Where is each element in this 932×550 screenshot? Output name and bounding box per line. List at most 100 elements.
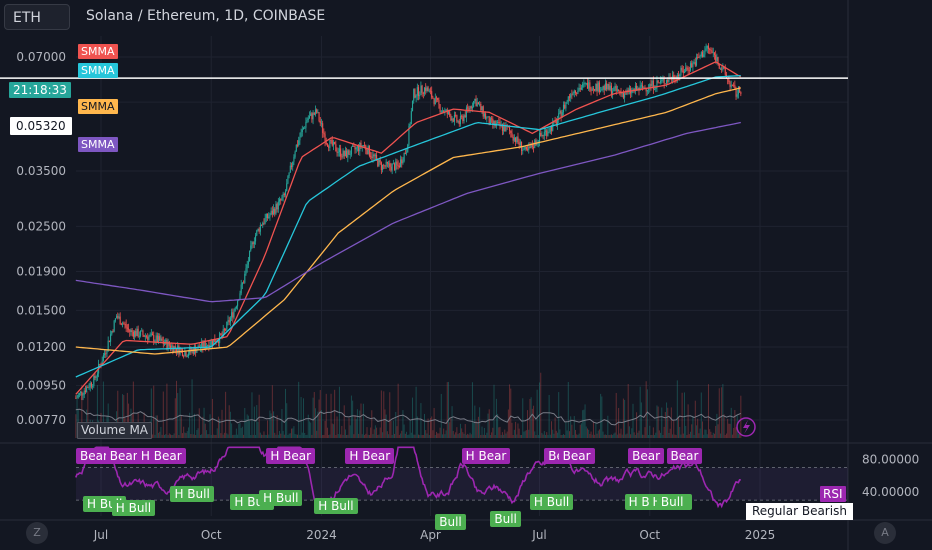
candle-body (395, 161, 397, 171)
candle-body (479, 103, 481, 105)
candle-body (613, 87, 615, 92)
candle-body (687, 67, 689, 71)
volume-bar (334, 389, 336, 438)
candle-body (232, 312, 234, 318)
volume-bar (412, 397, 414, 438)
volume-bar (545, 434, 547, 438)
volume-bar (199, 434, 201, 438)
candle-body (598, 82, 600, 92)
candle-body (203, 342, 205, 349)
candle-body (237, 300, 239, 307)
volume-bar (329, 434, 331, 438)
candle-body (704, 50, 706, 55)
candle-body (414, 89, 416, 98)
candle-body (377, 158, 379, 167)
price-tick-label: 0.00770 (16, 413, 66, 427)
auto-scale-button[interactable]: A (874, 522, 896, 544)
candle-body (165, 340, 167, 344)
candle-body (661, 79, 663, 81)
volume-bar (656, 405, 658, 438)
volume-bar (172, 435, 174, 438)
candle-body (736, 94, 738, 97)
candle-body (555, 121, 557, 126)
volume-bar (568, 431, 570, 438)
volume-bar (370, 427, 372, 438)
volume-bar (516, 434, 518, 438)
candle-body (100, 364, 102, 366)
volume-bar (681, 392, 683, 438)
volume-bar (258, 394, 260, 438)
candle-body (735, 88, 737, 97)
candle-body (487, 116, 489, 118)
candle-body (326, 144, 329, 147)
candle-body (353, 146, 355, 147)
candle-body (147, 336, 149, 340)
candle-body (476, 102, 478, 107)
volume-bar (337, 434, 339, 438)
volume-bar (311, 434, 313, 438)
candle-body (577, 90, 579, 94)
candle-body (130, 330, 132, 332)
volume-bar (359, 410, 361, 438)
candle-body (707, 45, 710, 50)
candle-body (692, 62, 694, 68)
volume-bar (335, 434, 337, 438)
rsi-signal-hbull: H Bull (170, 486, 214, 503)
symbol-search-box[interactable]: ETH (4, 4, 70, 30)
volume-bar (244, 408, 246, 438)
volume-bar (427, 418, 429, 438)
volume-bar (161, 434, 163, 438)
volume-bar (251, 392, 253, 438)
zoom-toggle-button[interactable]: Z (26, 522, 48, 544)
volume-bar (486, 432, 488, 438)
volume-bar (637, 432, 639, 438)
candle-body (719, 68, 722, 70)
candle-body (492, 118, 494, 124)
volume-bar (302, 398, 304, 438)
candle-body (184, 351, 186, 357)
candle-body (480, 103, 482, 110)
candle-body (259, 224, 261, 232)
candle-body (664, 83, 666, 85)
volume-bar (426, 433, 428, 438)
volume-bar (482, 434, 484, 438)
volume-bar (178, 434, 180, 438)
candle-body (192, 349, 194, 354)
volume-bar (320, 410, 322, 438)
volume-bar (456, 427, 458, 438)
candle-body (155, 335, 157, 342)
volume-bar (697, 418, 699, 438)
candle-body (568, 96, 571, 98)
candle-body (94, 375, 96, 378)
rsi-signal-hbear: H Bear (345, 448, 395, 464)
volume-bar (424, 413, 426, 438)
volume-bar (643, 434, 645, 438)
candle-body (488, 116, 490, 125)
volume-bar (226, 433, 228, 438)
time-tick-label: 2025 (745, 528, 776, 542)
volume-bar (564, 434, 566, 438)
candle-body (129, 329, 131, 332)
volume-bar (184, 432, 186, 438)
candle-body (445, 109, 447, 111)
price-tick-label: 0.02500 (16, 219, 66, 233)
volume-bar (614, 432, 616, 438)
candle-body (434, 97, 436, 105)
volume-bar (488, 409, 490, 438)
candle-body (89, 382, 91, 388)
candle-body (163, 343, 166, 345)
volume-bar (727, 418, 729, 438)
candle-body (169, 345, 172, 349)
candle-body (411, 100, 414, 112)
volume-bar (328, 434, 330, 438)
candle-body (102, 355, 104, 362)
candle-body (166, 340, 168, 349)
volume-bar (183, 426, 185, 438)
volume-bar (283, 434, 285, 438)
candle-body (337, 152, 339, 153)
volume-bar (421, 434, 423, 438)
candle-body (493, 121, 495, 124)
volume-ma-path (75, 408, 741, 426)
volume-bar (693, 434, 695, 438)
